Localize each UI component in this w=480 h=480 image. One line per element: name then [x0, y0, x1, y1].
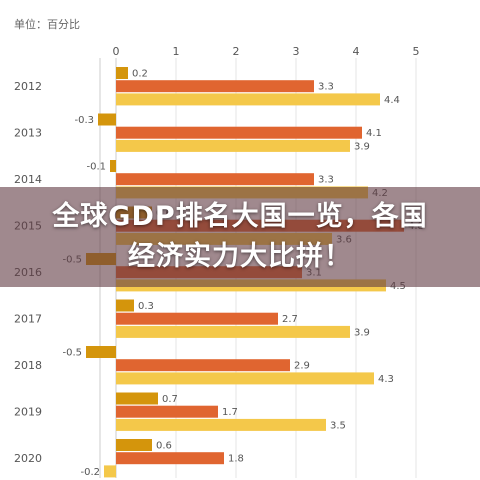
data-label-2018-s3: 4.3: [378, 374, 394, 385]
data-label-2019-s1: 0.7: [162, 394, 178, 405]
bar-2017-s1: [116, 299, 134, 312]
bar-2020-s1: [116, 439, 152, 451]
bar-2012-s3: [116, 93, 380, 106]
category-label-2019: 2019: [14, 406, 42, 419]
data-label-2013-s3: 3.9: [354, 141, 370, 152]
bar-2013-s1: [98, 113, 116, 126]
category-label-2014: 2014: [14, 173, 42, 186]
x-tick-label-5: 5: [413, 45, 420, 58]
data-label-2013-s1: -0.3: [74, 115, 94, 126]
bar-2018-s1: [86, 346, 116, 358]
bar-2018-s2: [116, 359, 290, 372]
x-tick-label-1: 1: [173, 45, 180, 58]
category-label-2012: 2012: [14, 80, 42, 93]
data-label-2014-s2: 3.3: [318, 175, 334, 186]
data-label-2012-s3: 4.4: [384, 95, 400, 106]
bar-2017-s3: [116, 325, 350, 338]
bar-2014-s2: [116, 173, 314, 186]
data-label-2012-s2: 3.3: [318, 82, 334, 93]
data-label-2019-s2: 1.7: [222, 407, 238, 418]
data-label-2014-s1: -0.1: [86, 162, 106, 173]
bar-2012-s1: [116, 67, 128, 79]
bar-2019-s1: [116, 392, 158, 405]
category-label-2018: 2018: [14, 359, 42, 372]
x-tick-label-4: 4: [353, 45, 360, 58]
data-label-2020-s1: 0.6: [156, 441, 172, 452]
data-label-2017-s2: 2.7: [282, 314, 298, 325]
bar-2012-s2: [116, 80, 314, 93]
x-tick-label-3: 3: [293, 45, 300, 58]
bar-2014-s1: [110, 160, 116, 172]
bar-2020-s3: [104, 465, 116, 478]
bar-2013-s3: [116, 139, 350, 152]
overlay-banner: [0, 187, 480, 287]
data-label-2018-s1: -0.5: [62, 348, 82, 359]
data-label-2017-s3: 3.9: [354, 327, 370, 338]
x-tick-label-0: 0: [113, 45, 120, 58]
data-label-2020-s3: -0.2: [80, 467, 100, 478]
data-label-2019-s3: 3.5: [330, 420, 346, 431]
overlay-title: 全球GDP排名大国一览，各国 经济实力大比拼！: [0, 197, 480, 277]
data-label-2013-s2: 4.1: [366, 128, 382, 139]
data-label-2020-s2: 1.8: [228, 454, 244, 465]
data-label-2012-s1: 0.2: [132, 69, 148, 80]
bar-2013-s2: [116, 126, 362, 139]
bar-2018-s3: [116, 372, 374, 385]
category-label-2020: 2020: [14, 452, 42, 465]
x-tick-label-2: 2: [233, 45, 240, 58]
bar-2019-s2: [116, 405, 218, 418]
overlay-title-line2: 经济实力大比拼！: [128, 241, 352, 272]
data-label-2018-s2: 2.9: [294, 361, 310, 372]
bar-2020-s2: [116, 452, 224, 465]
category-label-2017: 2017: [14, 313, 42, 326]
data-label-2017-s1: 0.3: [138, 301, 154, 312]
bar-2017-s2: [116, 312, 278, 325]
overlay-title-line1: 全球GDP排名大国一览，各国: [52, 201, 428, 232]
category-label-2013: 2013: [14, 127, 42, 140]
bar-2019-s3: [116, 418, 326, 431]
unit-label: 单位：百分比: [14, 18, 80, 31]
